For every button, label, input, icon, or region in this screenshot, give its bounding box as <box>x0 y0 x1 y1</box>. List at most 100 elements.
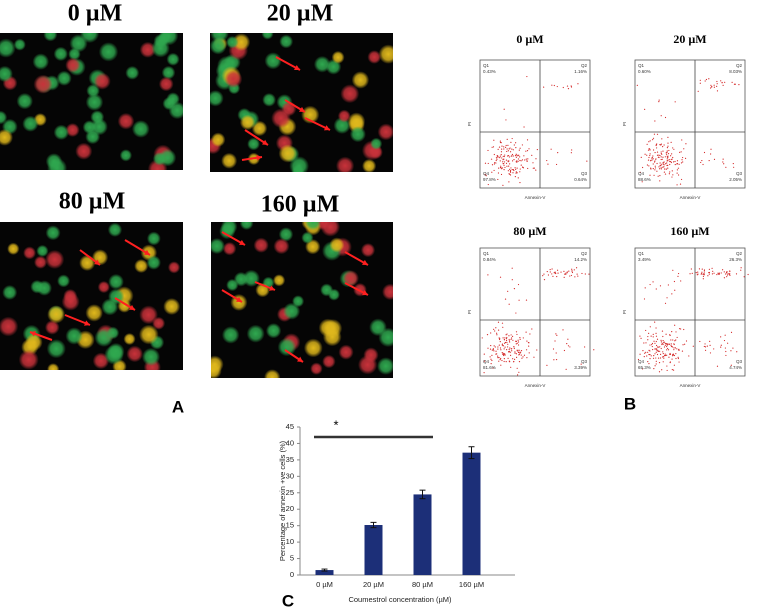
event-dot <box>661 153 663 155</box>
event-dot <box>666 369 668 372</box>
event-dot <box>506 150 508 153</box>
event-dot <box>515 331 518 333</box>
cell <box>36 244 49 258</box>
event-dot <box>669 334 671 337</box>
quadrant-name: Q3 <box>581 171 588 176</box>
event-dot <box>518 354 520 356</box>
cell <box>377 123 393 141</box>
cell <box>139 305 158 325</box>
event-dot <box>497 155 499 157</box>
event-dot <box>684 343 686 345</box>
event-dot <box>511 350 513 352</box>
event-dot <box>523 126 525 128</box>
event-dot <box>502 352 504 354</box>
event-dot <box>494 162 496 164</box>
event-dot <box>499 157 501 159</box>
event-dot <box>674 101 676 103</box>
cell <box>163 298 181 315</box>
event-dot <box>570 86 573 88</box>
event-dot <box>516 367 518 369</box>
event-dot <box>511 155 513 157</box>
event-dot <box>676 160 679 162</box>
event-dot <box>655 147 658 149</box>
cell <box>46 339 66 359</box>
cell <box>304 222 321 231</box>
micrograph <box>211 222 393 378</box>
quadrant-name: Q2 <box>581 63 588 68</box>
event-dot <box>668 343 670 345</box>
cell <box>224 70 243 88</box>
event-dot <box>500 167 502 169</box>
event-dot <box>674 160 676 163</box>
event-dot <box>654 167 657 169</box>
cell <box>53 124 70 141</box>
panel-letter: A <box>172 397 184 416</box>
event-dot <box>669 352 671 355</box>
event-dot <box>663 171 666 173</box>
cell <box>360 242 376 258</box>
cell <box>158 148 177 167</box>
event-dot <box>497 156 499 158</box>
event-dot <box>642 350 644 352</box>
event-dot <box>673 347 675 349</box>
event-dot <box>502 337 504 339</box>
event-dot <box>709 340 711 342</box>
event-dot <box>747 273 749 276</box>
event-dot <box>525 158 527 160</box>
y-tick-label: 20 <box>286 504 294 513</box>
event-dot <box>519 168 521 170</box>
cell <box>117 112 135 130</box>
event-dot <box>690 268 692 270</box>
event-dot <box>566 85 569 87</box>
event-dot <box>503 348 505 350</box>
event-dot <box>682 344 684 346</box>
event-dot <box>648 156 650 159</box>
event-dot <box>651 159 653 161</box>
quadrant-name: Q2 <box>581 251 588 256</box>
event-dot <box>503 146 505 148</box>
cell <box>351 71 370 89</box>
event-dot <box>520 350 523 352</box>
event-dot <box>704 346 707 348</box>
event-dot <box>730 364 732 366</box>
event-dot <box>547 274 550 276</box>
cell <box>253 237 269 253</box>
event-dot <box>506 138 508 140</box>
event-dot <box>531 154 533 156</box>
event-dot <box>708 273 710 275</box>
event-dot <box>551 268 553 270</box>
event-dot <box>671 358 673 360</box>
event-dot <box>711 273 714 275</box>
event-dot <box>513 358 516 360</box>
event-dot <box>643 342 645 344</box>
event-dot <box>732 162 734 165</box>
event-dot <box>661 138 663 140</box>
event-dot <box>518 361 521 363</box>
event-dot <box>647 335 649 338</box>
cell <box>349 126 366 143</box>
event-dot <box>512 169 514 171</box>
cell <box>85 93 104 111</box>
event-dot <box>506 341 508 344</box>
event-dot <box>724 273 727 275</box>
cell <box>272 274 286 287</box>
arrow-head <box>256 154 262 161</box>
event-dot <box>649 153 651 155</box>
event-dot <box>500 165 502 167</box>
event-dot <box>702 273 704 276</box>
cell <box>225 35 239 49</box>
event-dot <box>567 345 570 347</box>
event-dot <box>653 133 656 135</box>
event-dot <box>543 278 546 281</box>
event-dot <box>555 352 557 354</box>
event-dot <box>654 353 656 355</box>
event-dot <box>647 339 649 341</box>
event-dot <box>515 156 518 158</box>
event-dot <box>648 353 650 356</box>
event-dot <box>523 354 526 356</box>
event-dot <box>698 268 701 270</box>
cell <box>338 344 354 360</box>
event-dot <box>684 157 687 160</box>
event-dot <box>718 273 720 275</box>
